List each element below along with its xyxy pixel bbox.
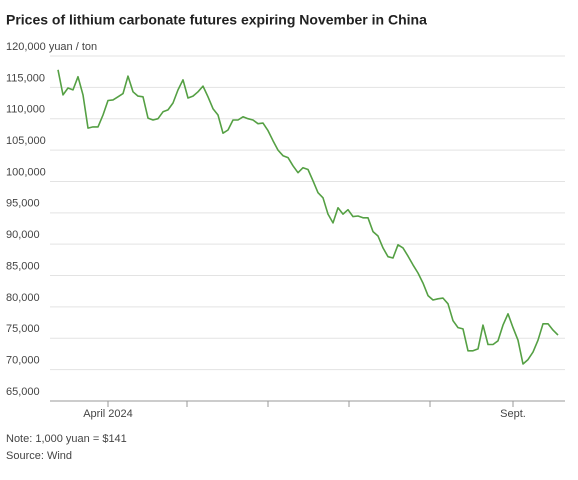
- y-tick-label: 110,000: [6, 104, 45, 116]
- y-tick-label: 120,000 yuan / ton: [6, 41, 97, 53]
- y-tick-label: 105,000: [6, 135, 46, 147]
- y-tick-label: 100,000: [6, 166, 46, 178]
- y-tick-label: 70,000: [6, 355, 40, 367]
- price-line: [57, 69, 559, 365]
- y-tick-label: 95,000: [6, 198, 40, 210]
- y-tick-label: 90,000: [6, 229, 40, 241]
- source: Source: Wind: [6, 450, 72, 462]
- note: Note: 1,000 yuan = $141: [6, 433, 127, 445]
- chart-title: Prices of lithium carbonate futures expi…: [6, 12, 427, 28]
- x-tick-label: April 2024: [83, 408, 133, 420]
- x-tick-label: Sept.: [500, 408, 526, 420]
- y-tick-label: 85,000: [6, 260, 40, 272]
- y-tick-label: 115,000: [6, 72, 45, 84]
- y-tick-label: 65,000: [6, 386, 40, 398]
- y-tick-label: 75,000: [6, 323, 40, 335]
- y-tick-label: 80,000: [6, 292, 40, 304]
